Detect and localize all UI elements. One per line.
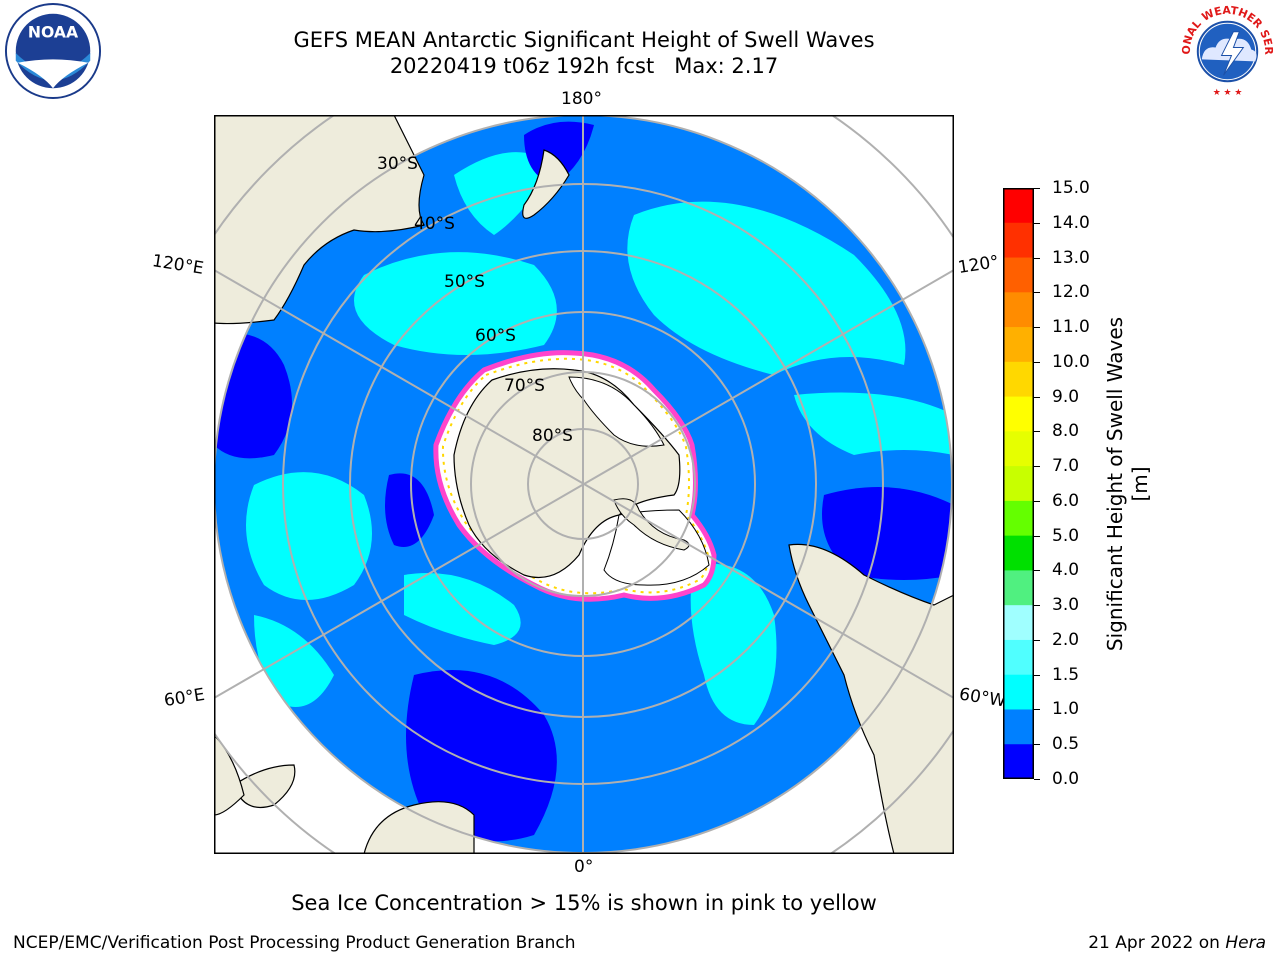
colorbar-segment <box>1003 466 1034 502</box>
footer-date: 21 Apr 2022 on Hera <box>1088 933 1266 953</box>
colorbar-segment <box>1003 674 1034 710</box>
colorbar-tick-mark <box>1034 222 1040 224</box>
colorbar-tick-mark <box>1034 674 1040 676</box>
colorbar-label: Significant Height of Swell Waves [m] <box>1103 316 1152 652</box>
colorbar-segment <box>1003 535 1034 571</box>
lon-label-bottom: 0° <box>574 857 594 877</box>
colorbar-segment <box>1003 361 1034 398</box>
swell-region-west-pacific <box>354 252 557 355</box>
colorbar-segment <box>1003 709 1034 745</box>
colorbar-tick-label: 7.0 <box>1052 456 1080 477</box>
colorbar-segment <box>1003 500 1034 537</box>
swell-region-south-indian <box>404 573 521 645</box>
map-title: GEFS MEAN Antarctic Significant Height o… <box>293 28 875 52</box>
footer-date-text: 21 Apr 2022 on <box>1088 933 1226 953</box>
weddell-ice-shelf <box>603 509 710 586</box>
colorbar-tick-mark <box>1034 361 1040 363</box>
colorbar-tick-mark <box>1034 535 1040 537</box>
colorbar-tick-mark <box>1034 570 1040 572</box>
lat-label-40s: 40°S <box>414 214 455 234</box>
lon-label-top: 180° <box>561 89 602 109</box>
colorbar-tick-mark <box>1034 744 1040 746</box>
colorbar-tick-label: 10.0 <box>1052 351 1090 372</box>
colorbar-tick-mark <box>1034 257 1040 259</box>
colorbar-tick-mark <box>1034 466 1040 468</box>
svg-text:NOAA: NOAA <box>28 22 79 41</box>
colorbar-tick-label: 3.0 <box>1052 595 1080 616</box>
low-swell-east <box>822 487 952 580</box>
low-swell-southwest <box>406 670 557 842</box>
colorbar-tick-mark <box>1034 605 1040 607</box>
land-australia <box>214 115 425 325</box>
colorbar-tick-mark <box>1034 396 1040 398</box>
colorbar <box>1003 188 1034 779</box>
noaa-logo-icon: NOAA <box>4 2 102 100</box>
colorbar-tick-label: 1.5 <box>1052 664 1080 685</box>
lon-label-upper-left: 120°E <box>150 251 205 279</box>
land-new-zealand <box>522 149 570 219</box>
colorbar-tick-mark <box>1034 709 1040 711</box>
colorbar-tick-label: 9.0 <box>1052 386 1080 407</box>
colorbar-segment <box>1003 570 1034 606</box>
colorbar-segment <box>1003 188 1034 224</box>
colorbar-tick-label: 4.0 <box>1052 560 1080 581</box>
max-value-label: Max: 2.17 <box>674 54 779 78</box>
nws-logo-icon: NATIONAL WEATHER SERVICE ★ ★ ★ <box>1178 2 1275 100</box>
colorbar-segment <box>1003 292 1034 328</box>
swell-region-east-pacific <box>794 392 952 455</box>
colorbar-tick-label: 13.0 <box>1052 247 1090 268</box>
colorbar-segment <box>1003 744 1034 779</box>
lat-label-50s: 50°S <box>444 272 485 292</box>
colorbar-segment <box>1003 257 1034 293</box>
colorbar-tick-mark <box>1034 500 1040 502</box>
colorbar-tick-mark <box>1034 431 1040 433</box>
colorbar-tick-label: 5.0 <box>1052 525 1080 546</box>
colorbar-segment <box>1003 605 1034 641</box>
colorbar-tick-mark <box>1034 188 1040 189</box>
colorbar-tick-label: 8.0 <box>1052 421 1080 442</box>
colorbar-tick-mark <box>1034 327 1040 329</box>
footer-credit: NCEP/EMC/Verification Post Processing Pr… <box>13 933 576 953</box>
land-madagascar <box>233 764 296 809</box>
colorbar-segment <box>1003 327 1034 363</box>
lon-label-lower-left: 60°E <box>162 684 207 712</box>
colorbar-tick-label: 0.0 <box>1052 769 1080 789</box>
swell-region-atlantic <box>690 563 777 725</box>
colorbar-tick-mark <box>1034 779 1040 780</box>
colorbar-tick-label: 14.0 <box>1052 212 1090 233</box>
swell-height-map: 30°S 40°S 50°S 60°S 70°S 80°S <box>214 115 954 854</box>
sea-ice-note: Sea Ice Concentration > 15% is shown in … <box>291 891 877 915</box>
colorbar-tick-label: 0.5 <box>1052 734 1080 755</box>
colorbar-segment <box>1003 222 1034 259</box>
colorbar-tick-label: 2.0 <box>1052 629 1080 650</box>
land-africa <box>363 801 475 854</box>
lat-label-70s: 70°S <box>504 376 545 396</box>
forecast-run-label: 20220419 t06z 192h fcst <box>389 54 655 78</box>
colorbar-segment <box>1003 639 1034 676</box>
colorbar-tick-mark <box>1034 292 1040 294</box>
lat-label-60s: 60°S <box>475 326 516 346</box>
colorbar-segment <box>1003 431 1034 467</box>
svg-text:★ ★ ★: ★ ★ ★ <box>1213 88 1243 98</box>
swell-region-indian <box>246 472 372 600</box>
lat-label-30s: 30°S <box>377 154 418 174</box>
colorbar-tick-label: 12.0 <box>1052 282 1090 303</box>
title-spacer <box>654 54 674 78</box>
lon-label-lower-right: 60°W <box>957 684 1008 712</box>
lon-label-upper-right: 120° <box>956 251 1001 279</box>
low-swell-center-west <box>385 473 434 547</box>
colorbar-tick-label: 15.0 <box>1052 178 1090 198</box>
footer-host: Hera <box>1225 933 1266 953</box>
colorbar-tick-label: 11.0 <box>1052 317 1090 338</box>
swell-region-pacific <box>627 201 906 375</box>
colorbar-tick-mark <box>1034 639 1040 641</box>
map-subtitle: 20220419 t06z 192h fcst Max: 2.17 <box>184 53 984 79</box>
land-south-america <box>788 543 954 854</box>
colorbar-segment <box>1003 396 1034 432</box>
colorbar-tick-label: 6.0 <box>1052 490 1080 511</box>
colorbar-tick-label: 1.0 <box>1052 699 1080 720</box>
swell-region-sw <box>254 615 334 707</box>
lat-label-80s: 80°S <box>532 426 573 446</box>
